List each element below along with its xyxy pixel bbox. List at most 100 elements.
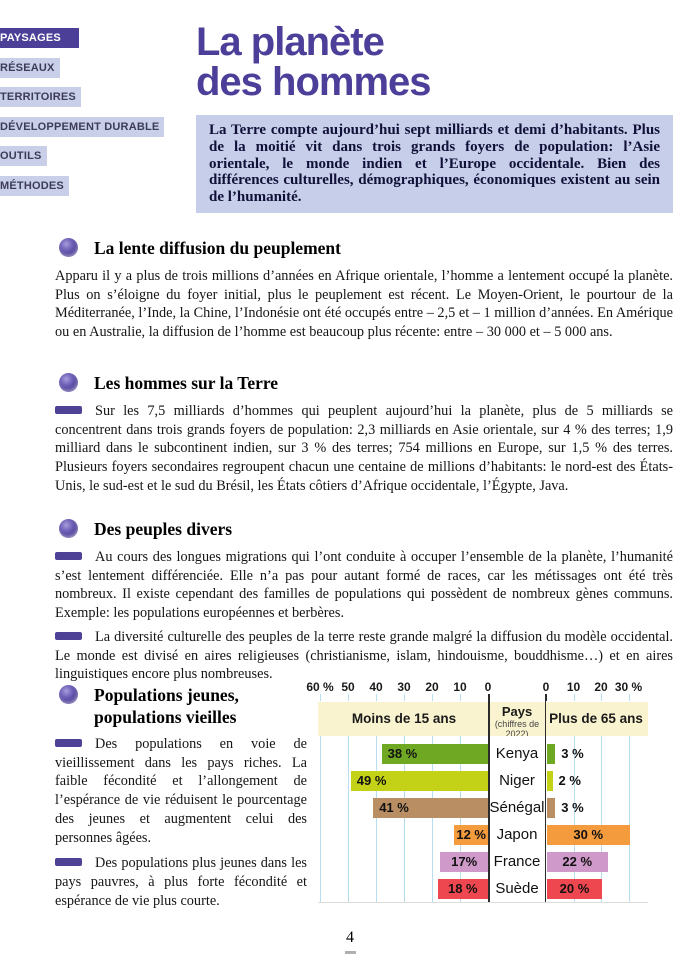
page-title: La planète des hommes	[196, 20, 432, 104]
bar-left	[373, 798, 488, 818]
tab-label: TERRITOIRES	[0, 91, 76, 103]
page-number-rule	[345, 951, 356, 954]
axis-label: 30 %	[614, 680, 643, 694]
section-paragraph: Des populations en voie de vieillissemen…	[55, 735, 307, 847]
paragraph-text: Des populations en voie de vieillissemen…	[55, 736, 307, 846]
bar-left	[454, 825, 488, 845]
bar-left-value: 38 %	[387, 746, 418, 761]
tab-paysages: PAYSAGES	[0, 28, 178, 48]
paragraph-text: La diversité culturelle des peuples de l…	[55, 628, 673, 683]
section-hommes-sur-terre: Les hommes sur la Terre Sur les 7,5 mill…	[55, 372, 673, 496]
bar-left	[440, 852, 488, 872]
paragraph-text: Sur les 7,5 milliards d’hommes qui peupl…	[55, 403, 673, 494]
section-diffusion-peuplement: La lente diffusion du peuplement Apparu …	[55, 237, 673, 342]
paragraph-text: Apparu il y a plus de trois millions d’a…	[55, 268, 673, 341]
axis-tick	[573, 694, 575, 701]
axis-tick	[320, 694, 321, 701]
country-label: Suède	[495, 880, 539, 897]
chart-header-center-sub: (chiffres de 2022)	[494, 719, 540, 739]
tab-label: OUTILS	[0, 150, 42, 162]
country-label: Niger	[499, 772, 535, 789]
bullet-dash-icon	[55, 739, 82, 747]
tab-bar: OUTILS	[0, 146, 47, 166]
axis-label: 50	[341, 680, 355, 694]
country-label: Kenya	[495, 745, 539, 762]
country-column-border-right	[544, 694, 546, 902]
bar-left	[381, 744, 488, 764]
section-peuples-divers: Des peuples divers Au cours des longues …	[55, 518, 673, 684]
axis-label: 0	[542, 680, 550, 694]
section-heading: Populations jeunes, populations vieilles	[55, 684, 307, 728]
globe-bullet-icon	[59, 238, 78, 257]
section-heading-label: Populations jeunes, populations vieilles	[94, 685, 239, 727]
tab-label: DÉVELOPPEMENT DURABLE	[0, 120, 160, 133]
section-heading-label: Des peuples divers	[94, 519, 233, 539]
tab-territoires: TERRITOIRES	[0, 87, 178, 107]
bar-right-value: 30 %	[573, 827, 604, 842]
country-column-border-left	[488, 694, 490, 902]
tab-bar: MÉTHODES	[0, 175, 69, 196]
bar-left-value: 41 %	[379, 800, 409, 815]
bar-right	[547, 798, 556, 818]
bar-right-value: 20 %	[559, 881, 590, 896]
country-column	[489, 736, 545, 902]
tab-bar: TERRITOIRES	[0, 87, 81, 107]
tab-label: RÉSEAUX	[0, 61, 55, 74]
axis-tick	[601, 694, 602, 701]
bar-right	[547, 771, 553, 791]
bar-left	[437, 879, 488, 899]
sidebar-chapter-tabs: PAYSAGES RÉSEAUX TERRITOIRES DÉVELOPPEME…	[0, 28, 178, 205]
page-title-line1: La planète	[196, 20, 385, 64]
tab-bar: RÉSEAUX	[0, 57, 60, 78]
bar-left-value: 18 %	[447, 881, 478, 896]
section-heading-label: Les hommes sur la Terre	[94, 373, 279, 393]
axis-tick	[546, 694, 547, 701]
section-paragraph: La diversité culturelle des peuples de l…	[55, 628, 673, 684]
bar-right	[547, 744, 556, 764]
section-paragraph: Au cours des longues migrations qui l’on…	[55, 548, 673, 623]
bar-left-value: 17%	[451, 854, 478, 869]
bar-right-value: 2 %	[558, 773, 581, 788]
country-label: Japon	[496, 826, 538, 843]
bar-right	[547, 879, 602, 899]
page-number: 4	[346, 929, 354, 946]
bar-right-value: 3 %	[561, 800, 584, 815]
paragraph-text: Au cours des longues migrations qui l’on…	[55, 549, 673, 622]
bullet-dash-icon	[55, 858, 82, 867]
tab-bar: DÉVELOPPEMENT DURABLE	[0, 116, 165, 137]
axis-label: 10	[453, 680, 467, 694]
chart-header-right: Plus de 65 ans	[549, 711, 643, 726]
axis-label: 10	[566, 680, 581, 694]
gridline	[601, 702, 602, 902]
globe-bullet-icon	[59, 519, 78, 538]
globe-bullet-icon	[59, 685, 78, 704]
population-age-chart: 60 % 50 40 30 20 10 0 0 10 20 30 % Moins de 15 ans P…	[306, 680, 652, 906]
axis-tick	[460, 694, 461, 701]
axis-label: 30	[397, 680, 411, 694]
axis-tick	[628, 694, 630, 701]
axis-tick	[376, 694, 377, 701]
paragraph-text: Des populations plus jeunes dans les pay…	[55, 855, 307, 909]
section-paragraph: Sur les 7,5 milliards d’hommes qui peupl…	[55, 402, 673, 496]
chart-header-left: Moins de 15 ans	[351, 711, 457, 726]
bar-right-value: 3 %	[561, 746, 584, 761]
section-heading: Les hommes sur la Terre	[55, 372, 673, 394]
axis-label: 60 %	[306, 680, 334, 694]
axis-tick	[404, 694, 405, 701]
axis-label: 20	[594, 680, 608, 694]
chart-header-center: Pays	[501, 704, 533, 719]
tab-reseaux: RÉSEAUX	[0, 57, 178, 78]
bar-right	[547, 852, 608, 872]
axis-tick	[432, 694, 433, 701]
bar-left-value: 49 %	[356, 773, 387, 788]
intro-box: La Terre compte aujourd’hui sept milliar…	[196, 115, 673, 213]
bullet-dash-icon	[55, 406, 82, 414]
gridline	[348, 702, 349, 902]
bullet-dash-icon	[55, 631, 82, 640]
country-label: France	[493, 853, 541, 870]
tab-label: PAYSAGES	[0, 32, 61, 44]
page-title-line2: des hommes	[196, 60, 432, 104]
section-heading: Des peuples divers	[55, 518, 673, 540]
tab-bar: PAYSAGES	[0, 28, 79, 48]
